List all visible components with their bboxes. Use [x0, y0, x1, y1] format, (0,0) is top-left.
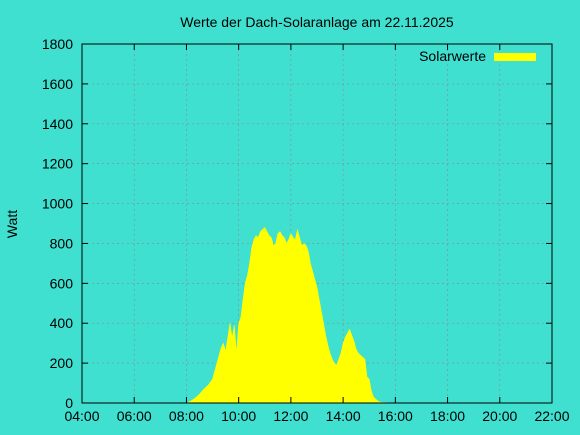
y-tick-label: 1000: [42, 196, 73, 212]
y-tick-label: 800: [50, 235, 74, 251]
y-tick-label: 400: [50, 315, 74, 331]
series-area: [186, 227, 396, 404]
x-tick-label: 04:00: [64, 408, 99, 424]
x-tick-label: 10:00: [221, 408, 256, 424]
chart-title: Werte der Dach-Solaranlage am 22.11.2025: [180, 14, 454, 30]
x-tick-label: 16:00: [378, 408, 413, 424]
y-tick-label: 1400: [42, 116, 73, 132]
plot-frame: [81, 43, 553, 404]
y-tick-label: 200: [50, 355, 74, 371]
y-axis-label: Watt: [4, 210, 20, 238]
x-tick-label: 06:00: [117, 408, 152, 424]
x-tick-label: 12:00: [273, 408, 308, 424]
x-axis: 04:00 06:00 08:00 10:00 12:00 14:00 16:00 18:00…: [64, 44, 570, 424]
series-layer: [186, 227, 396, 404]
y-tick-label: 600: [50, 275, 74, 291]
x-tick-label: 22:00: [534, 408, 569, 424]
legend-swatch: [494, 53, 536, 61]
legend: Solarwerte: [419, 48, 536, 64]
x-tick-label: 14:00: [326, 408, 361, 424]
y-tick-label: 1800: [42, 36, 73, 52]
y-tick-label: 0: [65, 395, 73, 411]
y-axis: 0 200 400 600 800 1000 1200 1400 1600 1800: [42, 36, 552, 411]
x-tick-label: 08:00: [169, 408, 204, 424]
legend-label: Solarwerte: [419, 48, 486, 64]
x-tick-label: 20:00: [482, 408, 517, 424]
y-tick-label: 1600: [42, 76, 73, 92]
x-tick-label: 18:00: [430, 408, 465, 424]
y-tick-label: 1200: [42, 156, 73, 172]
